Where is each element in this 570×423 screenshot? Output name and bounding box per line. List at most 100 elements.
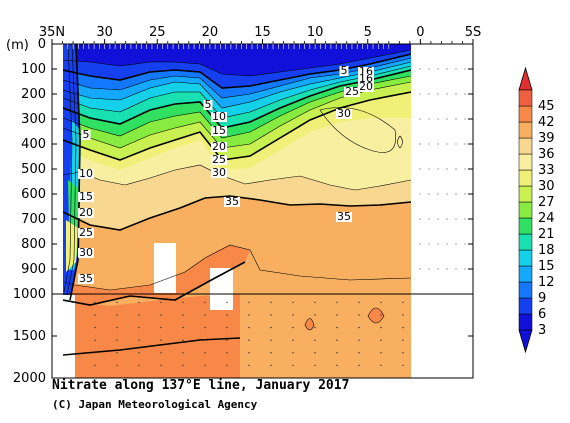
contour-line [63, 244, 411, 291]
grid-dot [428, 193, 430, 195]
sample-dot [138, 352, 140, 354]
sample-dot [402, 339, 404, 341]
sample-dot [182, 326, 184, 329]
no-data-south [411, 44, 412, 378]
grid-dot [428, 218, 430, 220]
contour-label: 15 [212, 124, 226, 137]
y-tick-label: 600 [21, 187, 46, 202]
grid-dot [428, 243, 430, 245]
sample-dot [248, 301, 250, 304]
contour-label-bg [344, 87, 360, 97]
sample-dot [204, 339, 206, 341]
x-tick-label: 5 [364, 25, 372, 40]
grid-dot [446, 168, 448, 170]
grid-dot [464, 68, 466, 70]
sample-dot [336, 339, 338, 341]
contour-label-bg [211, 112, 227, 122]
sample-dot [314, 352, 316, 354]
colorbar-label: 6 [538, 307, 546, 322]
grid-dot [419, 168, 421, 170]
grid-dot [437, 218, 439, 220]
grid-dot [464, 193, 466, 195]
sample-dot [402, 364, 404, 367]
contour-label: 16 [359, 72, 373, 85]
sample-dot [160, 339, 162, 341]
contour-line [66, 44, 77, 296]
contour-label: 25 [79, 226, 93, 239]
contour-label-bg [78, 208, 94, 218]
band-42-45-east1 [305, 318, 314, 330]
contour-label-bg [211, 142, 227, 152]
sample-dot [358, 314, 360, 316]
sample-dot [292, 364, 294, 367]
colorbar-swatch [518, 89, 533, 107]
colorbar-swatch [518, 249, 533, 267]
grid-dot [437, 93, 439, 95]
contour-label-bg [78, 228, 94, 238]
grid-dot [464, 218, 466, 220]
grid-dot [428, 143, 430, 145]
sample-dot [314, 326, 316, 329]
sample-dot [358, 326, 360, 329]
sample-dot [94, 352, 96, 354]
sample-dot [336, 364, 338, 367]
contour-label-bg [224, 197, 240, 207]
x-tick-label: 0 [416, 25, 424, 40]
grid-dot [446, 268, 448, 270]
y-tick-label: 1500 [13, 329, 46, 344]
colorbar-label: 15 [538, 259, 555, 274]
colorbar-swatch [518, 137, 533, 155]
contour-label-bg [358, 67, 374, 77]
grid-dot [419, 193, 421, 195]
sample-dot [182, 314, 184, 316]
grid-dot [455, 193, 457, 195]
sample-dot [336, 314, 338, 316]
colorbar-swatch [518, 201, 533, 219]
sample-dot [116, 314, 118, 316]
sample-dot [226, 326, 228, 329]
contour-line [63, 75, 411, 139]
contour-label-bg [78, 192, 94, 202]
sample-dot [248, 339, 250, 341]
contour-label-bg [203, 100, 213, 110]
colorbar-label: 45 [538, 99, 555, 114]
contour-label-bg [211, 168, 227, 178]
sample-dot [138, 326, 140, 329]
colorbar-label: 21 [538, 227, 555, 242]
x-axis: 35N 30 25 20 15 10 5 0 5S [39, 25, 481, 49]
y-tick-label: 1000 [13, 287, 46, 302]
grid-dot [419, 243, 421, 245]
sample-dot [204, 364, 206, 367]
sample-dot [402, 352, 404, 354]
grid-dot [428, 93, 430, 95]
colorbar-swatch [518, 297, 533, 315]
y-unit-label: (m) [6, 38, 29, 53]
contour-label-bg [78, 274, 94, 284]
sample-dot [270, 352, 272, 354]
band-42-45-east2 [368, 308, 384, 323]
sample-dot [226, 301, 228, 304]
x-tick-label: 20 [202, 25, 219, 40]
grid-dot [419, 218, 421, 220]
y-tick-label: 2000 [13, 371, 46, 386]
sample-dot [248, 364, 250, 367]
contour-label: 35 [79, 272, 93, 285]
colorbar-swatch [518, 233, 533, 251]
chart-title: Nitrate along 137°E line, January 2017 [52, 378, 350, 393]
band-42-45-deep [63, 294, 240, 378]
sample-dot [226, 364, 228, 367]
colorbar-swatch [518, 265, 533, 283]
sample-dot [380, 352, 382, 354]
grid-dot [437, 143, 439, 145]
colorbar-label: 33 [538, 163, 555, 178]
contour-deep2 [63, 337, 241, 356]
grid-dot [464, 143, 466, 145]
chart-credit: (C) Japan Meteorological Agency [52, 398, 258, 411]
y-tick-label: 400 [21, 137, 46, 152]
y-tick-label: 200 [21, 87, 46, 102]
grid-dot [464, 93, 466, 95]
band-front-yellow [66, 220, 78, 272]
contour-line [63, 61, 411, 109]
sample-dot [292, 352, 294, 354]
colorbar-label: 3 [538, 323, 546, 338]
